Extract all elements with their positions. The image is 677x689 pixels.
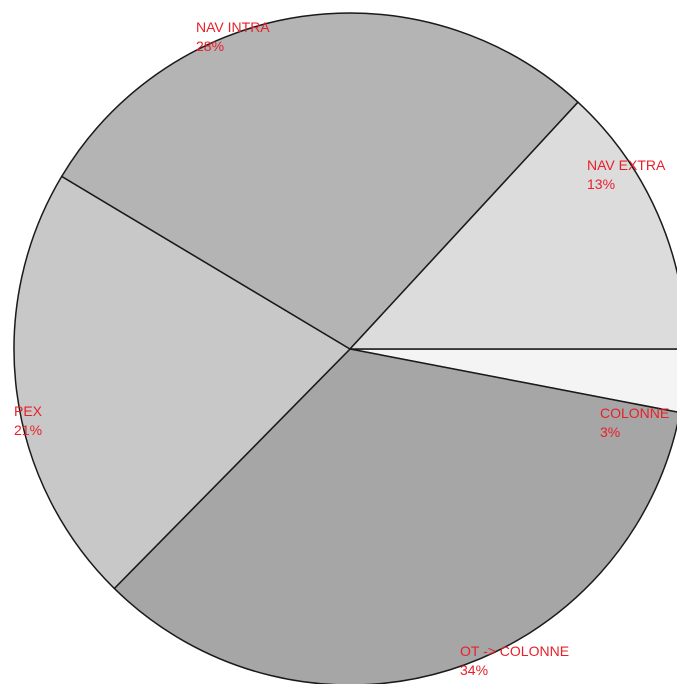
pie-labels: COLONNE 3% OT -> COLONNE 34% PEX 21% NAV INTRA… [14, 19, 669, 678]
pie-slices [13, 12, 677, 686]
pie-slice-nav-intra [60, 12, 579, 350]
slice-label: COLONNE [600, 405, 669, 421]
slice-percent-label: 3% [600, 424, 620, 440]
pie-slice-nav-extra [349, 101, 677, 350]
slice-label: NAV INTRA [196, 19, 270, 35]
slice-label: PEX [14, 403, 43, 419]
slice-label: NAV EXTRA [587, 157, 666, 173]
slice-percent-label: 21% [14, 422, 42, 438]
slice-percent-label: 13% [587, 176, 615, 192]
pie-slice-ot-colonne [113, 348, 677, 686]
slice-label: OT -> COLONNE [460, 643, 569, 659]
slice-percent-label: 28% [196, 38, 224, 54]
slice-percent-label: 34% [460, 662, 488, 678]
pie-slice-pex [13, 175, 351, 590]
